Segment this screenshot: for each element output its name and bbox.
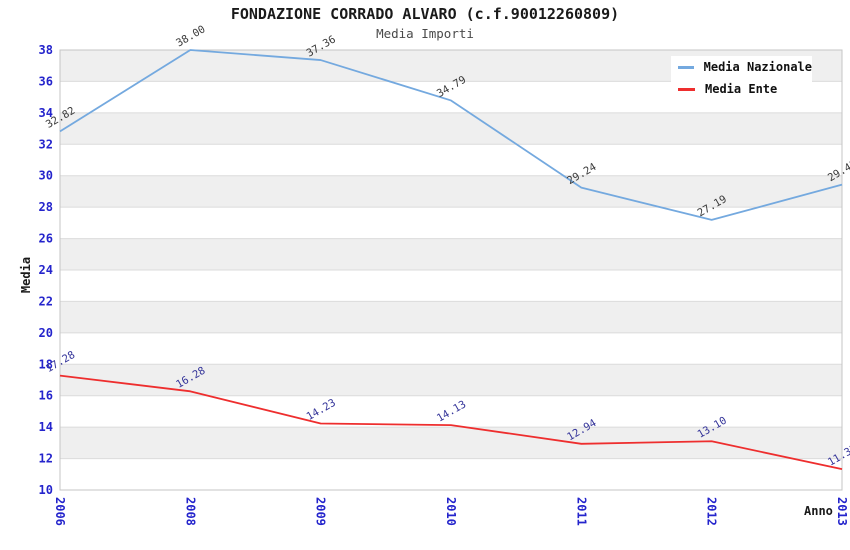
legend-label: Media Nazionale xyxy=(703,60,812,74)
x-tick-label: 2008 xyxy=(183,497,197,526)
legend-swatch-red xyxy=(678,87,695,91)
plot-band xyxy=(60,458,842,490)
y-tick-label: 24 xyxy=(39,263,53,277)
legend: Media Nazionale Media Ente xyxy=(671,56,812,100)
chart-title: FONDAZIONE CORRADO ALVARO (c.f.900122608… xyxy=(230,5,620,23)
plot-border xyxy=(59,49,843,491)
y-tick-label: 28 xyxy=(39,200,53,214)
y-tick-label: 30 xyxy=(39,169,53,183)
legend-label: Media Ente xyxy=(705,82,778,96)
chart-subtitle: Media Importi xyxy=(376,26,474,41)
x-axis-title: Anno xyxy=(804,504,833,518)
legend-item-media-nazionale: Media Nazionale xyxy=(671,57,812,77)
y-tick-label: 12 xyxy=(39,452,53,466)
plot-band xyxy=(60,270,842,302)
plot-band xyxy=(60,238,842,270)
y-tick-label: 16 xyxy=(39,389,53,403)
series-line-media-ente xyxy=(59,374,843,470)
x-tick-label: 2010 xyxy=(444,497,458,526)
plot-band xyxy=(60,427,842,459)
plot-band xyxy=(60,144,842,176)
y-tick-label: 36 xyxy=(39,74,53,88)
y-tick-label: 38 xyxy=(39,43,53,57)
plot-band xyxy=(60,395,842,428)
x-tick-label: 2013 xyxy=(835,497,849,526)
y-tick-label: 22 xyxy=(39,294,53,308)
x-tick-label: 2012 xyxy=(705,497,719,526)
plot-band xyxy=(60,332,842,365)
y-tick-label: 10 xyxy=(39,483,53,497)
x-tick-label: 2006 xyxy=(53,497,67,526)
legend-item-media-ente: Media Ente xyxy=(671,79,812,99)
x-tick-label: 2009 xyxy=(314,497,328,526)
x-tick-label: 2011 xyxy=(574,497,588,526)
y-axis-title: Media xyxy=(19,256,33,294)
y-tick-label: 18 xyxy=(39,357,53,371)
y-tick-label: 20 xyxy=(39,326,53,340)
data-label: 38.00 xyxy=(174,23,207,49)
plot-band xyxy=(60,175,842,208)
plot-band xyxy=(60,301,842,333)
series-line-media-nazionale xyxy=(59,49,843,221)
y-tick-label: 32 xyxy=(39,137,53,151)
y-tick-label: 34 xyxy=(39,106,53,120)
y-tick-label: 14 xyxy=(39,420,53,434)
plot-band xyxy=(60,207,842,239)
plot-band xyxy=(60,112,842,145)
legend-swatch-blue xyxy=(678,65,694,69)
y-tick-label: 26 xyxy=(39,232,53,246)
